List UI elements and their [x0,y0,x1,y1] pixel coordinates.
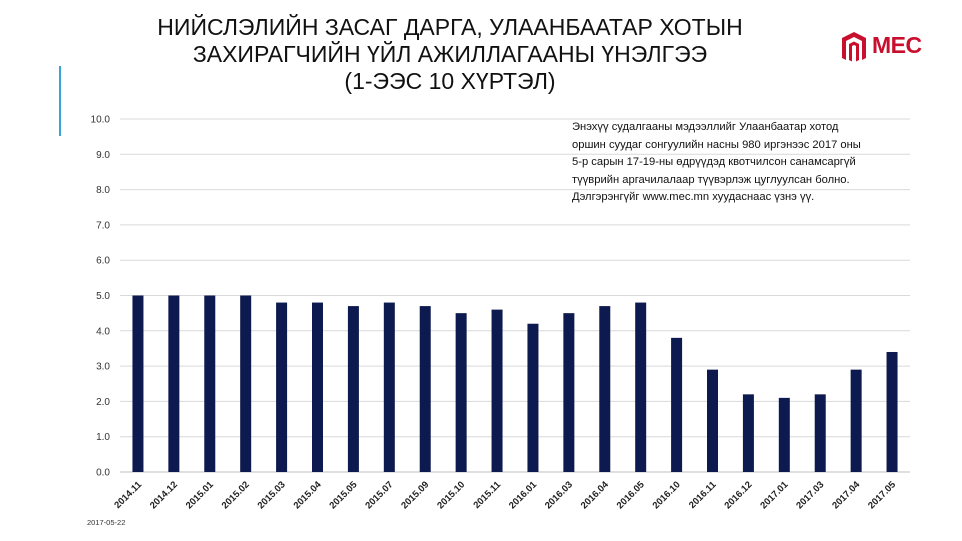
bar [455,313,467,472]
bar [240,295,252,472]
x-tick-label: 2015.03 [256,479,288,511]
x-tick-label: 2015.10 [435,479,467,511]
x-tick-label: 2017.01 [758,479,791,512]
x-tick-label: 2015.07 [363,479,395,511]
bar [814,394,826,472]
x-tick-label: 2017.04 [830,479,863,512]
x-tick-label: 2016.12 [722,479,754,511]
x-axis-ticks: 2014.11 2014.12 2015.01 2015.02 2015.03 2015.… [112,479,898,512]
y-tick-label: 8.0 [96,185,110,196]
x-tick-label: 2016.03 [543,479,575,511]
note-line-2: оршин суудаг сонгуулийн насны 980 иргэнэ… [572,138,861,151]
y-tick-label: 4.0 [96,326,110,337]
logo-text: MEC [872,32,922,58]
note-line-3: 5-р сарын 17-19-ны өдрүүдэд квотчилсон с… [572,156,856,168]
y-tick-label: 1.0 [96,432,110,443]
bar [491,309,503,472]
x-tick-label: 2014.12 [148,479,180,511]
survey-note: Энэхүү судалгааны мэдээллийг Улаанбаатар… [572,119,922,207]
title-line-1: НИЙСЛЭЛИЙН ЗАСАГ ДАРГА, УЛААНБААТАР ХОТЫ… [157,14,743,40]
bar [635,302,647,472]
mec-logo: MEC [838,30,933,62]
bar [742,394,754,472]
x-tick-label: 2015.01 [184,479,217,512]
bar [707,369,718,472]
bars [132,295,898,472]
title-line-2: ЗАХИРАГЧИЙН ҮЙЛ АЖИЛЛАГААНЫ ҮНЭЛГЭЭ [192,41,708,67]
bar [383,302,395,472]
y-tick-label: 0.0 [96,468,110,479]
bar [204,295,216,472]
x-tick-label: 2015.04 [292,479,325,512]
y-tick-label: 2.0 [96,397,110,408]
title-line-3: (1-ЭЭС 10 ХҮРТЭЛ) [344,68,556,94]
y-tick-label: 5.0 [96,291,110,302]
y-tick-label: 3.0 [96,362,110,373]
bar [599,306,611,472]
bar [563,313,575,472]
x-tick-label: 2017.03 [794,479,826,511]
bar [850,369,862,472]
x-tick-label: 2014.11 [112,479,144,511]
y-tick-label: 7.0 [96,220,110,231]
x-tick-label: 2017.05 [866,479,899,512]
y-tick-label: 10.0 [91,115,111,126]
bar [886,351,898,472]
x-tick-label: 2016.04 [579,479,612,512]
bar [312,302,323,472]
x-tick-label: 2015.11 [471,479,503,511]
y-axis-ticks: 0.0 1.0 2.0 3.0 4.0 5.0 6.0 7.0 8.0 9.0 10.0 [91,115,111,479]
x-tick-label: 2016.01 [507,479,540,512]
page-title: НИЙСЛЭЛИЙН ЗАСАГ ДАРГА, УЛААНБААТАР ХОТЫ… [150,14,750,95]
y-tick-label: 6.0 [96,256,110,267]
bar [132,295,144,472]
note-line-4: түүврийн аргачилалаар түүвэрлэж цуглуулс… [572,173,850,186]
x-tick-label: 2016.10 [651,479,683,511]
x-tick-label: 2015.05 [327,479,360,512]
x-tick-label: 2016.05 [615,479,648,512]
date-stamp: 2017-05-22 [87,518,126,527]
bar [527,323,539,472]
bar [168,295,180,472]
mec-logo-icon [842,32,866,62]
y-tick-label: 9.0 [96,150,110,161]
x-tick-label: 2016.11 [687,479,719,511]
x-tick-label: 2015.09 [399,479,431,511]
bar [419,306,431,472]
bar [276,302,288,472]
x-tick-label: 2015.02 [220,479,252,511]
bar [347,306,359,472]
note-line-1: Энэхүү судалгааны мэдээллийг Улаанбаатар… [572,121,839,133]
grid-lines [120,118,910,473]
accent-line [59,66,61,136]
note-line-5: Дэлгэрэнгүйг www.mec.mn хуудаснаас үзнэ … [572,191,815,203]
bar [778,397,790,472]
bar [671,337,683,472]
